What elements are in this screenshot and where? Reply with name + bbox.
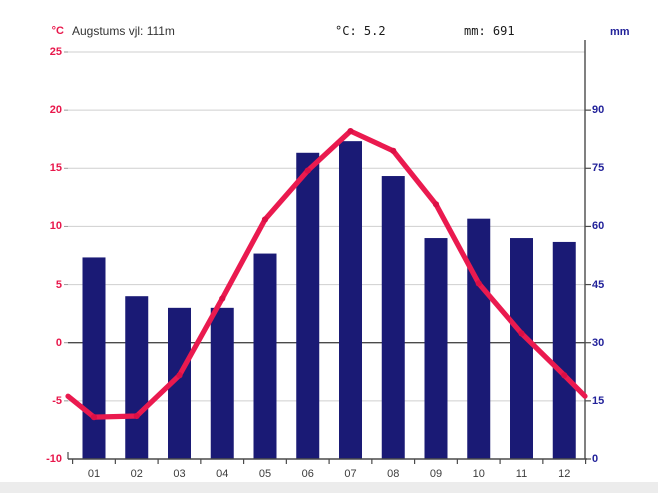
left-axis-tick-label-0: 0 xyxy=(55,336,62,349)
month-label-05: 05 xyxy=(258,468,272,480)
month-label-06: 06 xyxy=(301,468,314,480)
precip-bar-09 xyxy=(424,238,448,459)
precip-bar-02 xyxy=(125,296,149,459)
right-axis-tick-label-0: 0 xyxy=(592,453,599,465)
month-label-04: 04 xyxy=(216,468,229,480)
bottom-page-band xyxy=(0,482,658,493)
month-label-02: 02 xyxy=(130,468,143,480)
right-axis-tick-label-15: 15 xyxy=(592,394,605,407)
precip-bar-05 xyxy=(253,253,277,459)
right-axis-tick-label-60: 60 xyxy=(592,220,605,233)
precip-bar-04 xyxy=(210,307,234,459)
temperature-point-03 xyxy=(176,372,183,379)
temperature-point-07 xyxy=(347,127,354,135)
temperature-line xyxy=(65,128,588,420)
precip-bar-07 xyxy=(339,141,362,459)
temperature-point-04 xyxy=(219,295,226,302)
month-label-03: 03 xyxy=(173,468,186,480)
left-axis-tick-label--5: -5 xyxy=(52,394,62,407)
left-axis-tick-label--10: -10 xyxy=(46,453,62,465)
mean-temperature-value: °C: 5.2 xyxy=(335,24,386,38)
precip-bar-08 xyxy=(381,176,405,460)
month-label-01: 01 xyxy=(87,468,101,480)
chart-title-altitude: Augstums vjl: 111m xyxy=(72,24,175,38)
temperature-point-08 xyxy=(390,147,397,154)
left-axis-unit-label: °C xyxy=(51,25,64,37)
right-axis-tick-label-90: 90 xyxy=(592,104,605,117)
precip-bar-10 xyxy=(467,218,491,459)
month-label-11: 11 xyxy=(515,468,528,480)
precip-bar-03 xyxy=(168,307,191,459)
precip-bar-11 xyxy=(510,238,533,459)
precip-bar-01 xyxy=(82,257,106,459)
month-label-09: 09 xyxy=(429,468,443,480)
right-axis-tick-label-45: 45 xyxy=(592,278,605,291)
month-label-08: 08 xyxy=(387,468,400,480)
left-axis-tick-label-20: 20 xyxy=(49,104,62,117)
temperature-point-01 xyxy=(90,414,98,421)
right-axis-unit-label: mm xyxy=(610,26,630,38)
temperature-point-05 xyxy=(261,216,269,223)
left-axis-tick-label-10: 10 xyxy=(49,220,62,233)
precip-bar-06 xyxy=(296,152,320,459)
temperature-point-06 xyxy=(304,167,311,174)
right-axis-tick-label-75: 75 xyxy=(592,162,605,175)
right-axis-tick-label-30: 30 xyxy=(592,336,605,349)
temperature-point-12 xyxy=(561,372,568,379)
temperature-point-11 xyxy=(518,330,525,337)
month-label-12: 12 xyxy=(558,468,571,480)
month-label-10: 10 xyxy=(472,468,485,480)
month-label-07: 07 xyxy=(344,468,357,480)
left-axis-tick-label-25: 25 xyxy=(49,46,62,58)
temperature-point-09 xyxy=(432,201,440,208)
temperature-point-02 xyxy=(133,412,140,420)
left-axis-tick-label-5: 5 xyxy=(55,278,62,291)
precip-bar-12 xyxy=(552,241,576,459)
left-axis-tick-label-15: 15 xyxy=(49,162,62,175)
total-precipitation-value: mm: 691 xyxy=(464,24,515,38)
temperature-point-10 xyxy=(475,280,482,287)
